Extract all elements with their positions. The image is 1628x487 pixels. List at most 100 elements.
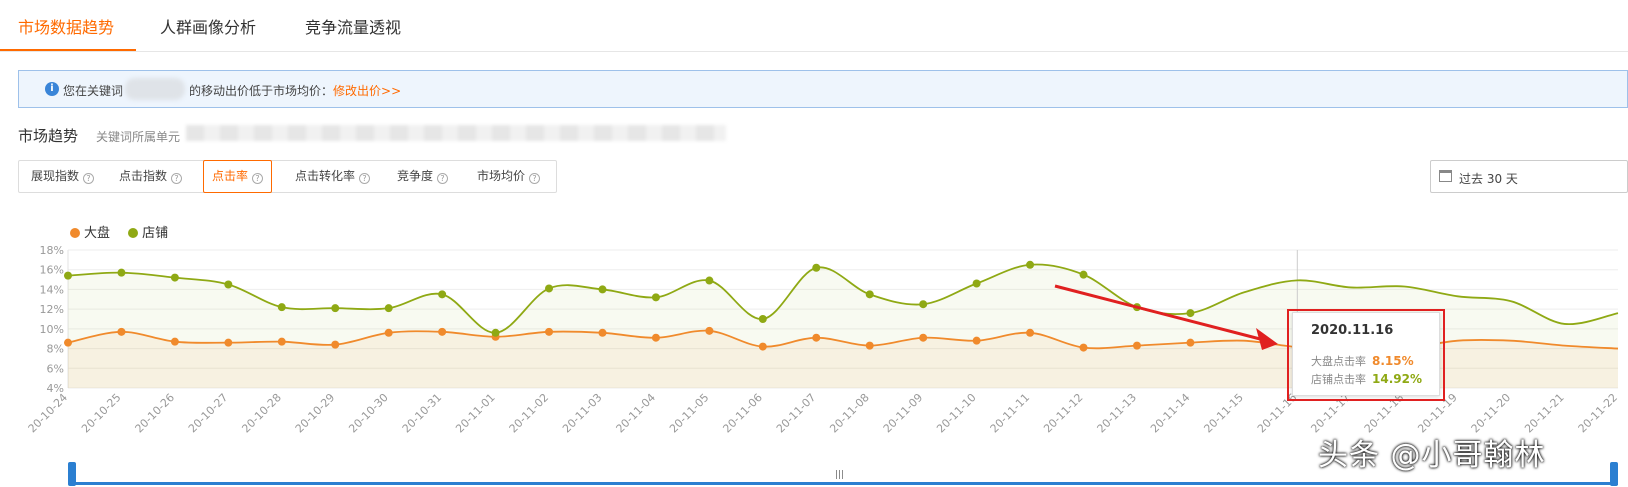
- x-tick-label: 20-11-02: [507, 391, 552, 436]
- metric-ctr[interactable]: 点击率?: [203, 160, 273, 193]
- series-area-store: [68, 264, 1618, 388]
- data-point-store[interactable]: [64, 271, 72, 280]
- x-tick-label: 20-10-29: [293, 391, 338, 436]
- data-point-store[interactable]: [438, 290, 447, 299]
- help-icon[interactable]: ?: [252, 173, 264, 184]
- date-range-label: 过去 30 天: [1459, 172, 1518, 186]
- data-point-market[interactable]: [64, 338, 72, 347]
- x-tick-label: 20-11-04: [614, 391, 659, 436]
- info-icon: i: [45, 82, 59, 96]
- data-point-store[interactable]: [758, 315, 767, 323]
- slider-handle-right[interactable]: [1610, 462, 1618, 486]
- data-point-market[interactable]: [384, 328, 393, 337]
- x-tick-label: 20-10-25: [79, 391, 124, 436]
- ctr-line-chart[interactable]: 18%16%14%12%10%8%6%4%20-10-24 20-10-25 20-…: [0, 240, 1628, 458]
- data-point-market[interactable]: [758, 342, 767, 351]
- data-point-store[interactable]: [384, 304, 393, 313]
- y-tick-label: 16%: [40, 264, 64, 277]
- data-point-market[interactable]: [545, 327, 554, 336]
- data-point-market[interactable]: [117, 327, 126, 336]
- metric-label: 竞争度: [397, 169, 434, 183]
- data-point-store[interactable]: [1186, 309, 1195, 318]
- data-point-store[interactable]: [277, 303, 286, 312]
- data-point-store[interactable]: [170, 273, 179, 282]
- x-tick-label: 20-11-10: [934, 391, 979, 436]
- legend-item-market[interactable]: 大盘: [70, 222, 110, 241]
- x-tick-label: 20-11-01: [453, 391, 498, 436]
- data-point-store[interactable]: [919, 300, 928, 309]
- data-point-store[interactable]: [972, 279, 981, 288]
- unit-name-redacted: [186, 125, 726, 141]
- tooltip-row-store: 店铺点击率 14.92%: [1311, 371, 1422, 387]
- modify-bid-link[interactable]: 修改出价>>: [333, 84, 402, 98]
- y-tick-label: 6%: [47, 362, 64, 375]
- date-range-picker[interactable]: 过去 30 天: [1430, 160, 1628, 193]
- data-point-store[interactable]: [651, 293, 660, 302]
- slider-grip-icon[interactable]: |||: [835, 470, 845, 480]
- data-point-store[interactable]: [1079, 270, 1088, 279]
- tooltip-date: 2020.11.16: [1311, 323, 1394, 338]
- help-icon[interactable]: ?: [83, 173, 95, 184]
- legend-item-store[interactable]: 店铺: [128, 222, 168, 241]
- data-point-market[interactable]: [865, 341, 874, 350]
- help-icon[interactable]: ?: [359, 173, 371, 184]
- calendar-icon: [1439, 170, 1452, 182]
- slider-handle-left[interactable]: [68, 462, 76, 486]
- data-point-store[interactable]: [812, 263, 821, 272]
- legend-dot-store: [128, 228, 139, 238]
- help-icon[interactable]: ?: [171, 173, 183, 184]
- y-tick-label: 18%: [40, 244, 64, 257]
- tooltip-store-label: 店铺点击率: [1311, 373, 1366, 386]
- data-point-store[interactable]: [331, 304, 340, 313]
- data-point-market[interactable]: [438, 327, 447, 336]
- data-point-market[interactable]: [224, 338, 233, 347]
- data-point-market[interactable]: [598, 328, 607, 337]
- metric-competition[interactable]: 竞争度?: [397, 161, 449, 192]
- data-point-store[interactable]: [491, 328, 500, 337]
- data-point-market[interactable]: [1026, 328, 1035, 337]
- metric-conversion-rate[interactable]: 点击转化率?: [295, 161, 371, 192]
- help-icon[interactable]: ?: [437, 173, 449, 184]
- data-point-market[interactable]: [277, 337, 286, 346]
- data-point-market[interactable]: [919, 333, 928, 342]
- data-point-store[interactable]: [117, 268, 126, 277]
- tab-crowd-profile[interactable]: 人群画像分析: [160, 18, 257, 37]
- data-point-store[interactable]: [598, 285, 607, 294]
- top-tab-bar: 市场数据趋势 人群画像分析 竞争流量透视: [0, 0, 1628, 52]
- zoom-slider[interactable]: |||: [68, 462, 1618, 486]
- metric-click-index[interactable]: 点击指数?: [119, 161, 183, 192]
- x-tick-label: 20-11-08: [827, 391, 872, 436]
- data-point-store[interactable]: [224, 280, 233, 289]
- tab-market-trend[interactable]: 市场数据趋势: [18, 18, 115, 37]
- section-subtitle: 关键词所属单元: [96, 130, 181, 144]
- tooltip-market-label: 大盘点击率: [1311, 355, 1366, 368]
- data-point-store[interactable]: [545, 284, 554, 293]
- tab-competition-traffic[interactable]: 竞争流量透视: [305, 18, 402, 37]
- x-tick-label: 20-11-15: [1201, 391, 1246, 436]
- notice-text: 的移动出价低于市场均价：修改出价>>: [189, 82, 401, 99]
- tooltip-row-market: 大盘点击率 8.15%: [1311, 353, 1414, 369]
- data-point-store[interactable]: [865, 290, 874, 299]
- metric-impression-index[interactable]: 展现指数?: [31, 161, 95, 192]
- data-point-market[interactable]: [651, 333, 660, 342]
- data-point-market[interactable]: [972, 336, 981, 345]
- notice-prefix: 您在关键词: [63, 84, 124, 98]
- x-tick-label: 20-11-13: [1095, 391, 1140, 436]
- annotation-arrow-head: [1256, 328, 1278, 350]
- data-point-market[interactable]: [170, 337, 179, 346]
- x-tick-label: 20-11-12: [1041, 391, 1086, 436]
- help-icon[interactable]: ?: [529, 173, 541, 184]
- data-point-market[interactable]: [331, 340, 340, 349]
- data-point-market[interactable]: [705, 326, 714, 335]
- data-point-market[interactable]: [1186, 338, 1195, 347]
- y-tick-label: 12%: [40, 303, 64, 316]
- x-tick-label: 20-10-31: [400, 391, 445, 436]
- data-point-market[interactable]: [812, 333, 821, 342]
- tooltip-store-value: 14.92%: [1372, 372, 1422, 386]
- data-point-market[interactable]: [1079, 343, 1088, 352]
- data-point-store[interactable]: [1026, 260, 1035, 269]
- metric-market-price[interactable]: 市场均价?: [477, 161, 541, 192]
- data-point-store[interactable]: [705, 276, 714, 285]
- x-tick-label: 20-10-28: [239, 391, 284, 436]
- data-point-market[interactable]: [1132, 341, 1141, 350]
